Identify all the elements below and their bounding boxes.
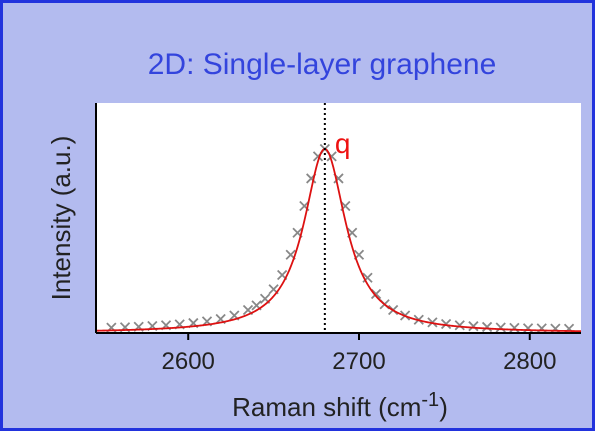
x-axis-label-exponent: -1 — [421, 389, 439, 411]
data-point — [370, 288, 382, 300]
data-point — [509, 322, 520, 333]
plot-area: q — [95, 103, 582, 334]
x-tick-label: 2700 — [332, 348, 385, 375]
data-point — [495, 322, 506, 333]
chart-title: 2D: Single-layer graphene — [148, 48, 497, 81]
x-axis-label: Raman shift (cm-1) — [232, 389, 448, 422]
peak-label: q — [335, 128, 351, 159]
x-tick-label: 2600 — [162, 348, 215, 375]
fit-curve — [95, 148, 582, 333]
x-axis-label-suffix: ) — [439, 392, 448, 422]
data-point — [468, 321, 479, 332]
x-ticks: 2600 2700 2800 — [162, 333, 556, 375]
data-point — [481, 321, 493, 333]
data-point — [522, 323, 534, 334]
data-point — [440, 318, 452, 330]
plot-background — [96, 103, 581, 333]
x-tick-label: 2800 — [503, 348, 556, 375]
data-point — [454, 320, 465, 331]
y-axis-label: Intensity (a.u.) — [46, 136, 76, 301]
x-axis-label-text: Raman shift (cm — [232, 392, 421, 422]
